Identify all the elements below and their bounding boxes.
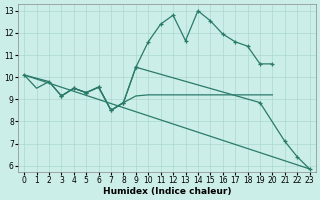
X-axis label: Humidex (Indice chaleur): Humidex (Indice chaleur)	[103, 187, 231, 196]
